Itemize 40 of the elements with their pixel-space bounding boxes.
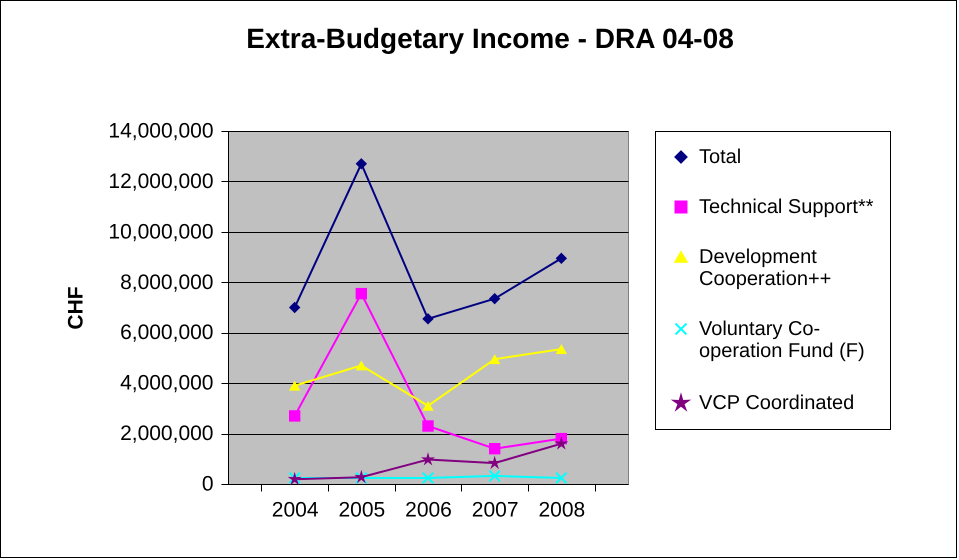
y-tick-label: 4,000,000: [120, 372, 214, 395]
point: [288, 380, 300, 391]
x-tick-label: 2008: [538, 498, 586, 522]
point: [556, 252, 568, 264]
legend-label: Development Cooperation++: [699, 246, 832, 290]
x-tick-label: 2006: [405, 498, 452, 522]
y-tick-label: 8,000,000: [120, 270, 214, 294]
point: [420, 452, 436, 466]
y-tick-label: 0: [202, 472, 214, 496]
legend-label: Technical Support**: [699, 196, 874, 218]
point: [422, 420, 434, 432]
y-tick-label: 14,000,000: [108, 120, 214, 142]
point: [488, 470, 501, 482]
point: [556, 344, 568, 354]
x-tick-label: 2007: [472, 498, 519, 522]
chart-title: Extra-Budgetary Income - DRA 04-08: [246, 23, 734, 54]
y-axis-title: CHF: [64, 286, 88, 330]
y-tick-label: 12,000,000: [108, 170, 214, 193]
legend-label: Total: [699, 146, 742, 168]
x-tick-label: 2004: [272, 498, 319, 522]
point: [555, 472, 568, 484]
y-tick-label: 10,000,000: [108, 220, 214, 244]
point: [422, 472, 434, 484]
point: [356, 158, 368, 170]
y-tick-label: 2,000,000: [120, 422, 214, 446]
point: [422, 400, 434, 411]
point: [356, 360, 368, 370]
point: [488, 456, 502, 470]
point: [288, 410, 300, 422]
point: [288, 302, 300, 314]
x-tick-label: 2005: [338, 498, 386, 522]
point: [488, 292, 500, 304]
point: [422, 313, 434, 325]
legend-label: Voluntary Co-operation Fund (F): [699, 318, 865, 362]
y-tick-label: 6,000,000: [120, 321, 214, 344]
point: [356, 288, 368, 300]
point: [554, 436, 568, 450]
legend-label: VCP Coordinated: [699, 392, 854, 414]
point: [488, 443, 500, 454]
point: [488, 354, 500, 364]
